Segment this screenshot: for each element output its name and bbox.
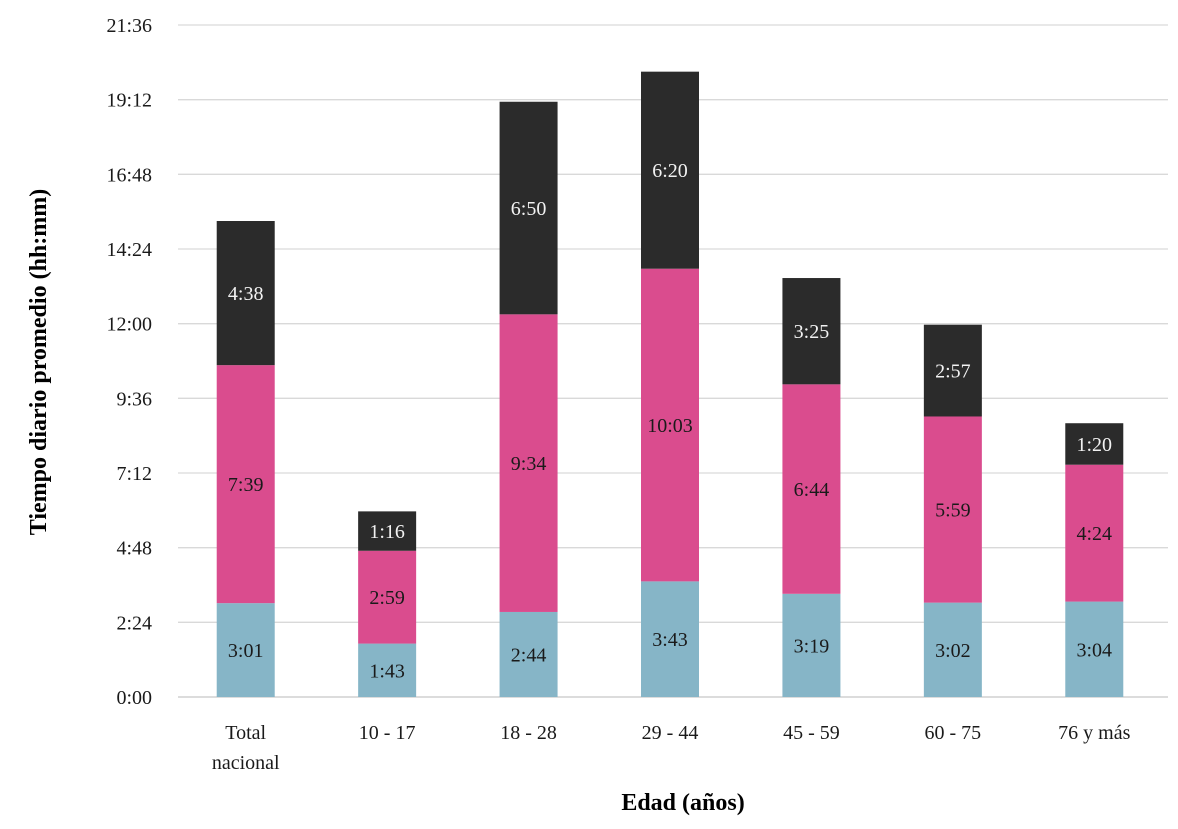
- data-label: 7:39: [228, 474, 264, 496]
- x-tick-label: 60 - 75: [925, 722, 982, 744]
- data-label: 2:59: [369, 587, 405, 609]
- y-tick-label: 16:48: [106, 164, 152, 186]
- data-label: 3:19: [794, 635, 830, 657]
- data-label: 6:50: [511, 198, 547, 220]
- y-axis-ticks: 0:00 2:24 4:48 7:12 9:36 12:00 14:24 16:48 19:12…: [106, 15, 152, 709]
- bar-segment: [1065, 423, 1124, 465]
- bar-segment: [641, 581, 699, 697]
- bar-segment: [923, 324, 982, 417]
- x-tick-label: nacional: [212, 752, 280, 774]
- bar-segment: [499, 314, 558, 612]
- bars: 3:01 7:39 4:38 1:43 2:59 1:16 2:44 9:34 6:50 3:43…: [216, 71, 1124, 697]
- x-tick-label: 18 - 28: [500, 722, 557, 744]
- x-tick-label: 45 - 59: [783, 722, 840, 744]
- x-axis-title: Edad (años): [621, 790, 744, 816]
- y-tick-label: 19:12: [106, 90, 152, 112]
- bar-segment: [641, 71, 699, 269]
- data-label: 2:57: [935, 361, 971, 383]
- y-axis-title: Tiempo diario promedio (hh:mm): [26, 189, 52, 535]
- data-label: 2:44: [511, 644, 547, 666]
- bar-segment: [216, 603, 275, 697]
- data-label: 6:44: [794, 479, 830, 501]
- x-tick-label: 29 - 44: [642, 722, 699, 744]
- data-label: 3:02: [935, 640, 971, 662]
- data-label: 4:24: [1077, 523, 1113, 545]
- bar-segment: [1065, 464, 1124, 602]
- data-label: 5:59: [935, 500, 971, 522]
- data-label: 1:43: [369, 660, 405, 682]
- data-label: 3:01: [228, 640, 264, 662]
- y-tick-label: 14:24: [106, 239, 152, 261]
- y-tick-label: 4:48: [116, 538, 152, 560]
- bar-segment: [216, 221, 275, 366]
- x-tick-label: 76 y más: [1058, 722, 1130, 744]
- bar-segment: [923, 416, 982, 603]
- data-label: 6:20: [652, 160, 688, 182]
- data-label: 4:38: [228, 283, 264, 305]
- data-label: 3:25: [794, 321, 830, 343]
- y-tick-label: 0:00: [116, 687, 152, 709]
- x-tick-label: 10 - 17: [359, 722, 416, 744]
- bar-segment: [358, 643, 417, 697]
- bar-segment: [782, 278, 841, 385]
- data-label: 3:43: [652, 629, 688, 651]
- data-label: 1:16: [369, 521, 405, 543]
- y-tick-label: 12:00: [106, 314, 152, 336]
- bar-segment: [499, 101, 558, 315]
- x-axis-ticks: Total nacional 10 - 17 18 - 28 29 - 44 45 - 5…: [212, 722, 1131, 774]
- bar-segment: [216, 365, 275, 604]
- y-tick-label: 9:36: [116, 388, 152, 410]
- bar-segment: [358, 550, 417, 644]
- data-label: 3:04: [1077, 639, 1113, 661]
- y-tick-label: 2:24: [116, 612, 152, 634]
- bar-segment: [782, 384, 841, 594]
- y-tick-label: 21:36: [106, 15, 152, 37]
- bar-segment: [1065, 601, 1124, 697]
- bar-segment: [358, 511, 417, 551]
- x-tick-label: Total: [225, 722, 266, 744]
- bar-segment: [499, 611, 558, 697]
- bar-segment: [782, 593, 841, 697]
- data-label: 1:20: [1077, 434, 1113, 456]
- y-tick-label: 7:12: [116, 463, 152, 485]
- bar-segment: [641, 268, 699, 582]
- data-label: 10:03: [647, 415, 693, 437]
- data-label: 9:34: [511, 453, 547, 475]
- bar-segment: [923, 602, 982, 697]
